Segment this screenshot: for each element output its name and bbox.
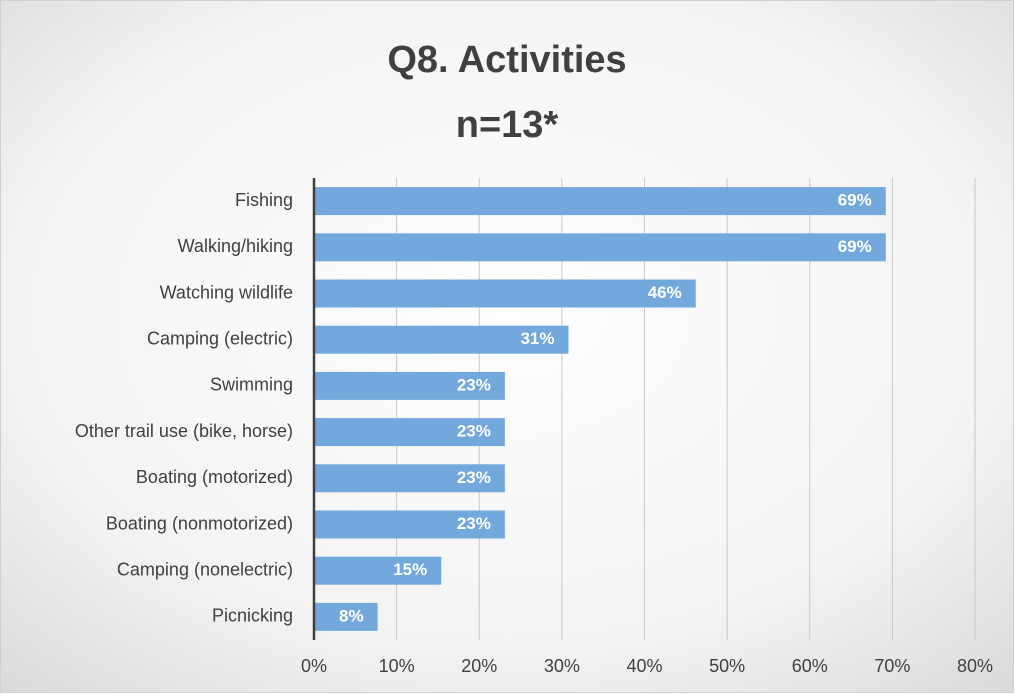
bar [314,325,569,354]
x-tick-label: 0% [301,656,327,676]
bar [314,602,378,631]
data-label: 23% [457,422,491,441]
chart-subtitle: n=13* [456,104,559,146]
y-tick-label: Camping (electric) [147,328,293,348]
y-tick-label: Walking/hiking [178,236,293,256]
x-tick-label: 70% [874,656,910,676]
y-tick-label: Swimming [210,375,293,395]
y-tick-label: Boating (motorized) [136,467,293,487]
x-tick-label: 60% [792,656,828,676]
bar [314,464,505,493]
bar [314,556,442,585]
x-tick-label: 10% [379,656,415,676]
data-label: 31% [520,329,554,348]
y-tick-label: Camping (nonelectric) [117,559,293,579]
bar [314,279,696,308]
bar [314,233,886,262]
y-tick-label: Fishing [235,190,293,210]
data-label: 23% [457,514,491,533]
y-tick-label: Boating (nonmotorized) [106,513,293,533]
data-label: 15% [393,560,427,579]
data-label: 69% [838,191,872,210]
data-label: 23% [457,468,491,487]
x-tick-label: 20% [461,656,497,676]
y-tick-label: Picnicking [212,606,293,626]
x-tick-label: 40% [626,656,662,676]
bar [314,510,505,539]
data-label: 8% [339,606,364,625]
chart-title: Q8. Activities [387,39,626,81]
x-tick-label: 50% [709,656,745,676]
data-label: 69% [838,237,872,256]
x-tick-label: 80% [957,656,993,676]
y-tick-label: Other trail use (bike, horse) [75,421,293,441]
data-label: 23% [457,375,491,394]
data-label: 46% [648,283,682,302]
y-tick-label: Watching wildlife [160,282,293,302]
bar [314,418,505,447]
bar [314,187,886,216]
bar [314,371,505,400]
x-tick-label: 30% [544,656,580,676]
